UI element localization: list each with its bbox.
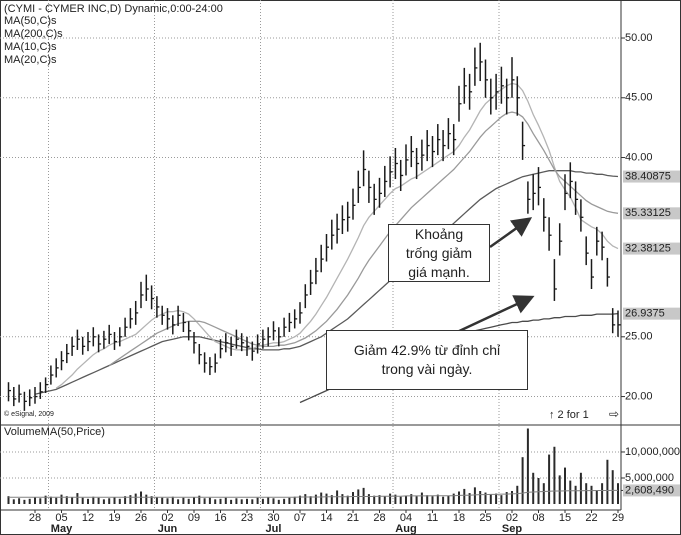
- month-label: Sep: [502, 523, 522, 535]
- last-value-label: 38.40875: [625, 170, 671, 182]
- volume-title: VolumeMA(50,Price): [4, 426, 105, 438]
- scroll-icon[interactable]: ⇨: [609, 407, 619, 421]
- y-tick-label: 45.00: [625, 92, 653, 104]
- month-label: Aug: [395, 523, 416, 535]
- chart-title: (CYMI - CYMER INC,D) Dynamic,0:00-24:00: [4, 3, 223, 15]
- value-highlight: [623, 207, 680, 220]
- y-tick-label: 40.00: [625, 151, 653, 163]
- x-tick-label: 14: [320, 512, 332, 524]
- x-tick-label: 26: [135, 512, 147, 524]
- last-value-label: 26.9375: [625, 308, 665, 320]
- value-highlight: [623, 307, 680, 320]
- x-tick-label: 28: [29, 512, 41, 524]
- last-value-label: 35.33125: [625, 207, 671, 219]
- x-tick-label: 22: [585, 512, 597, 524]
- x-tick-label: 12: [82, 512, 94, 524]
- legend-label: MA(20,C)s: [4, 54, 57, 66]
- annotation-text: Khoảng trống giảm giá mạnh.: [405, 225, 473, 280]
- ma-line: [55, 82, 619, 389]
- x-tick-label: 11: [427, 512, 438, 524]
- value-highlight: [623, 242, 680, 255]
- x-tick-label: 23: [241, 512, 253, 524]
- x-tick-label: 25: [479, 512, 491, 524]
- y-tick-label: 25.00: [625, 331, 653, 343]
- x-tick-label: 05: [55, 512, 67, 524]
- ma-line: [108, 111, 619, 367]
- ma-line: [8, 489, 618, 498]
- x-tick-label: 02: [506, 512, 518, 524]
- y-tick-label: 50.00: [625, 32, 653, 44]
- month-label: Jun: [158, 523, 178, 535]
- month-label: Jul: [266, 523, 282, 535]
- x-tick-label: 21: [347, 512, 359, 524]
- x-tick-label: 29: [612, 512, 624, 524]
- x-tick-label: 15: [559, 512, 571, 524]
- annotation-box: Khoảng trống giảm giá mạnh.: [388, 224, 490, 282]
- x-tick-label: 04: [400, 512, 412, 524]
- x-tick-label: 16: [214, 512, 226, 524]
- y-tick-label: 10,000,000: [625, 446, 680, 458]
- legend-label: MA(50,C)s: [4, 15, 57, 27]
- x-tick-label: 28: [373, 512, 385, 524]
- x-tick-label: 07: [294, 512, 306, 524]
- x-tick-label: 02: [161, 512, 173, 524]
- event-label: ↑ 2 for 1: [549, 409, 589, 421]
- legend-label: MA(200,C)s: [4, 28, 63, 40]
- x-tick-label: 09: [188, 512, 200, 524]
- x-tick-label: 19: [108, 512, 120, 524]
- annotation-box: Giảm 42.9% từ đỉnh chỉ trong vài ngày.: [326, 330, 528, 390]
- x-tick-label: 18: [453, 512, 465, 524]
- annotation-text: Giảm 42.9% từ đỉnh chỉ trong vài ngày.: [353, 342, 501, 377]
- value-highlight: [623, 484, 680, 497]
- source-note: © eSignal, 2009: [4, 410, 54, 418]
- x-tick-label: 30: [267, 512, 279, 524]
- legend-label: MA(10,C)s: [4, 41, 57, 53]
- y-tick-label: 2,608,490: [625, 484, 674, 496]
- arrow: [489, 217, 533, 249]
- last-value-label: 32.38125: [625, 242, 671, 254]
- x-tick-label: 08: [532, 512, 544, 524]
- y-tick-label: 5,000,000: [625, 472, 674, 484]
- value-highlight: [623, 170, 680, 183]
- arrow: [454, 295, 535, 335]
- y-tick-label: 20.00: [625, 390, 653, 402]
- month-label: May: [51, 523, 73, 535]
